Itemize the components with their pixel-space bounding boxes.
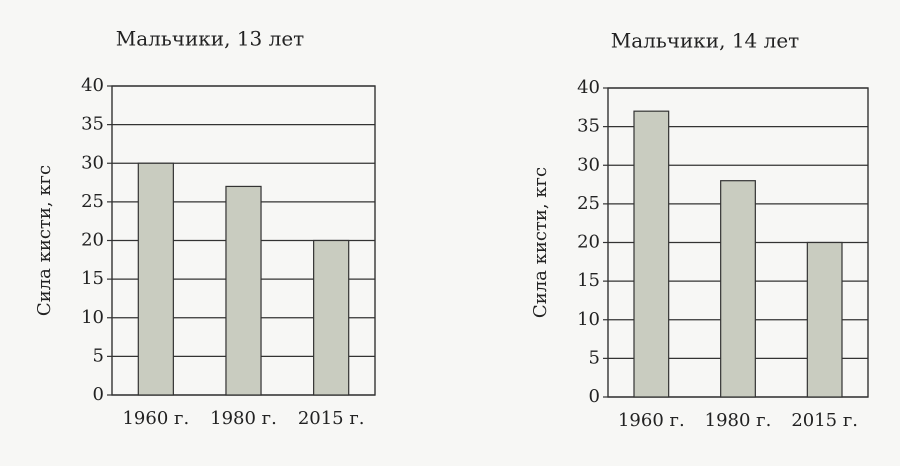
bar <box>225 185 262 396</box>
y-tick-label: 10 <box>81 307 104 328</box>
y-axis-label: Сила кисти, кгс <box>34 165 55 316</box>
bar <box>720 180 756 398</box>
x-tick-label: 1980 г. <box>210 408 277 429</box>
y-tick-label: 20 <box>577 232 600 253</box>
y-tick-label: 35 <box>577 116 600 137</box>
y-tick-label: 5 <box>589 347 600 368</box>
x-tick-label: 2015 г. <box>298 408 365 429</box>
y-tick-label: 25 <box>577 193 600 214</box>
bar <box>633 110 670 398</box>
y-tick-label: 5 <box>93 345 104 366</box>
x-tick-label: 1960 г. <box>618 410 685 431</box>
bar <box>313 239 350 396</box>
y-tick-label: 0 <box>589 386 600 407</box>
x-tick-label: 1980 г. <box>705 410 772 431</box>
y-axis-label: Сила кисти, кгс <box>530 167 551 318</box>
y-tick-label: 0 <box>93 384 104 405</box>
bar <box>137 162 174 396</box>
y-tick-label: 10 <box>577 309 600 330</box>
y-tick-label: 25 <box>81 191 104 212</box>
y-tick-label: 40 <box>81 75 104 96</box>
y-tick-label: 35 <box>81 114 104 135</box>
x-tick-label: 1960 г. <box>122 408 189 429</box>
chart-title: Мальчики, 13 лет <box>116 27 305 51</box>
y-tick-label: 15 <box>577 270 600 291</box>
bar <box>806 241 843 398</box>
x-tick-label: 2015 г. <box>791 410 858 431</box>
chart-title: Мальчики, 14 лет <box>611 29 800 53</box>
y-tick-label: 30 <box>81 152 104 173</box>
y-tick-label: 15 <box>81 268 104 289</box>
y-tick-label: 40 <box>577 77 600 98</box>
y-tick-label: 30 <box>577 154 600 175</box>
y-tick-label: 20 <box>81 230 104 251</box>
